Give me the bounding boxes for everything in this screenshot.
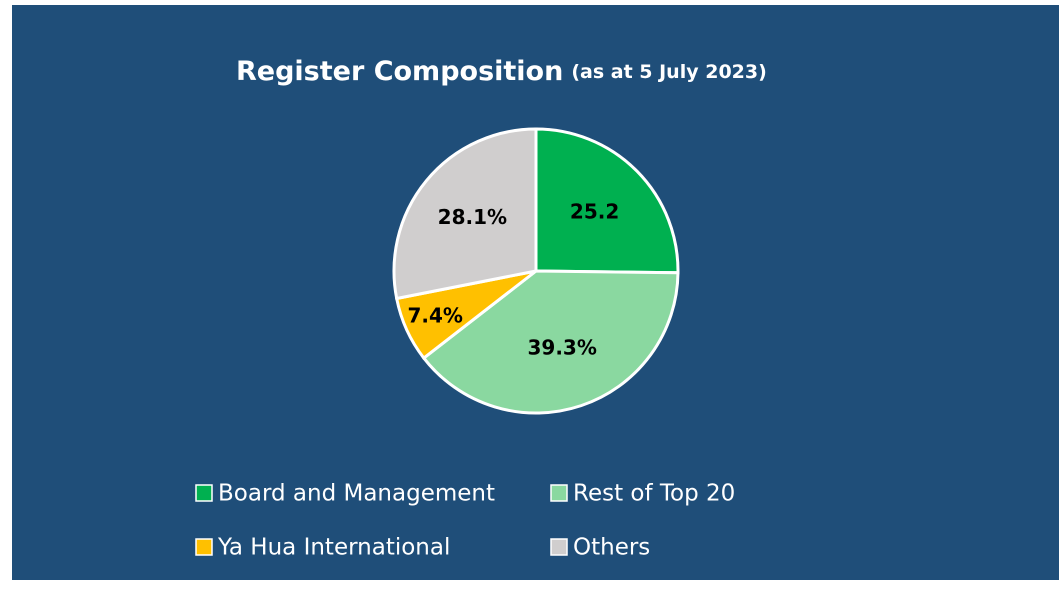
pie-slice	[534, 127, 680, 275]
chart-title: Register Composition	[236, 56, 563, 87]
data-label: 7.4%	[407, 303, 462, 327]
legend-label: Rest of Top 20	[573, 481, 735, 507]
legend-label: Ya Hua International	[217, 535, 450, 561]
data-label: 28.1%	[438, 205, 507, 229]
pie-slice	[421, 269, 680, 415]
legend-label: Board and Management	[218, 481, 495, 507]
legend-swatch	[550, 538, 568, 556]
legend-swatch	[195, 484, 213, 502]
chart-title-group: Register Composition (as at 5 July 2023)	[236, 56, 767, 87]
legend-label: Others	[573, 535, 650, 561]
legend-swatch	[195, 538, 213, 556]
pie-slice	[392, 127, 538, 301]
chart-subtitle: (as at 5 July 2023)	[571, 61, 766, 83]
data-label: 25.2	[570, 200, 619, 224]
data-label: 39.3%	[527, 336, 596, 360]
legend-swatch	[550, 484, 568, 502]
